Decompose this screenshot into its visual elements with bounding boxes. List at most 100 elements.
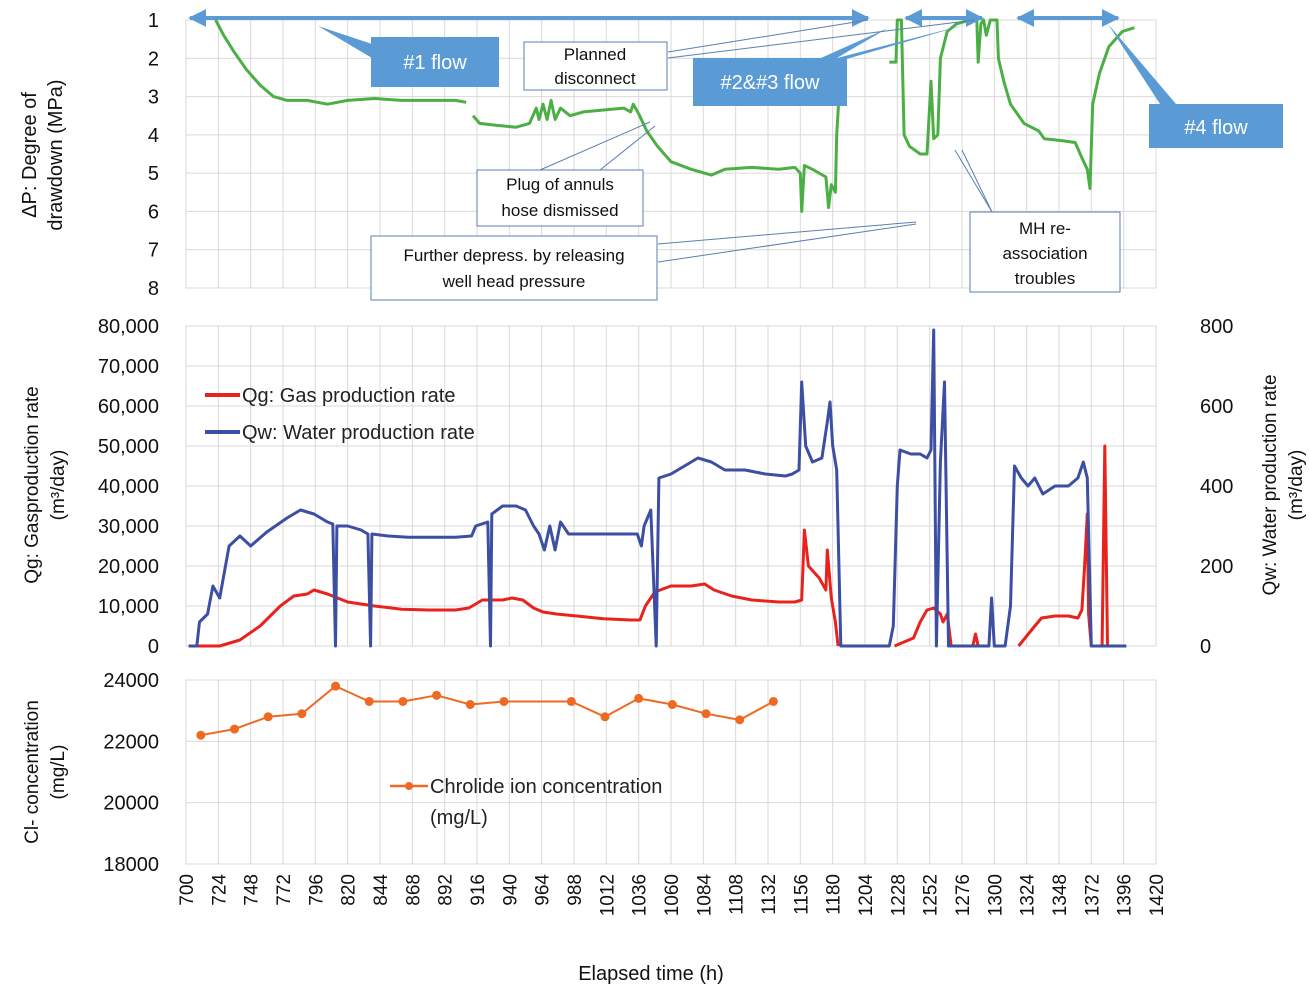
drawdown-panel: 1 2 3 4 5 6 7 8 ΔP: Degree of drawdown (MPa) #1… bbox=[19, 9, 1283, 301]
plug-annuls-text-2: hose dismissed bbox=[501, 201, 618, 220]
data-point bbox=[230, 724, 239, 734]
flow23-callout-pointer bbox=[812, 28, 888, 62]
y-tick-label: 8 bbox=[148, 278, 159, 300]
flow1-callout-label: #1 flow bbox=[403, 52, 467, 74]
mh-reassociation-note bbox=[969, 211, 1121, 293]
y-tick-label-right: 0 bbox=[1200, 636, 1211, 658]
drawdown-y-label: ΔP: Degree of bbox=[19, 92, 41, 218]
x-tick-label: 748 bbox=[242, 874, 263, 906]
y-tick-label: 80,000 bbox=[98, 316, 159, 338]
x-tick-label: 1084 bbox=[694, 874, 715, 917]
chloride-grid bbox=[185, 679, 1157, 865]
data-point bbox=[432, 690, 442, 700]
x-tick-label: 700 bbox=[177, 874, 198, 906]
drawdown-series bbox=[214, 18, 1135, 213]
data-point bbox=[499, 696, 509, 706]
planned-disconnect-text-2: disconnect bbox=[554, 69, 636, 88]
y-tick-label: 0 bbox=[148, 636, 159, 658]
production-y-ticks-left: 0 10,000 20,000 30,000 40,000 50,000 60,000 70,… bbox=[98, 316, 159, 658]
x-axis-label: Elapsed time (h) bbox=[578, 963, 724, 985]
x-tick-label: 1276 bbox=[953, 874, 974, 916]
plot-frame bbox=[185, 325, 1157, 647]
drawdown-y-ticks: 1 2 3 4 5 6 7 8 bbox=[148, 10, 159, 300]
plug-note-pointer bbox=[539, 121, 651, 171]
flow1-callout bbox=[371, 37, 499, 87]
y-tick-label: 20000 bbox=[103, 793, 159, 815]
series-line bbox=[971, 632, 980, 647]
series-line bbox=[1017, 444, 1109, 648]
production-series bbox=[188, 328, 1127, 648]
x-axis-ticks: 700 724 748 772 796 820 844 868 892 916 940 964 988 1… bbox=[177, 874, 1168, 917]
y-tick-label: 22000 bbox=[103, 731, 159, 753]
x-tick-label: 1156 bbox=[791, 874, 812, 915]
x-tick-label: 1324 bbox=[1018, 874, 1039, 917]
x-tick-label: 964 bbox=[533, 874, 554, 906]
further-depress-note bbox=[370, 235, 658, 301]
data-point bbox=[667, 700, 677, 710]
x-tick-label: 820 bbox=[339, 874, 360, 906]
mh-note-pointer bbox=[961, 149, 993, 213]
legend-cl-label-2: (mg/L) bbox=[430, 807, 488, 829]
legend-cl-label: Chrolide ion concentration bbox=[430, 776, 662, 798]
x-tick-label: 1012 bbox=[597, 874, 618, 916]
x-tick-label: 1180 bbox=[824, 874, 845, 915]
x-tick-label: 1300 bbox=[985, 874, 1006, 916]
data-point bbox=[566, 696, 576, 706]
data-point bbox=[735, 715, 745, 725]
further-depress-pointer bbox=[657, 221, 917, 245]
series-line bbox=[894, 606, 953, 648]
further-depress-text-2: well head pressure bbox=[442, 272, 586, 291]
planned-disconnect-text: Planned bbox=[564, 45, 626, 64]
data-point bbox=[364, 696, 374, 706]
flow4-callout bbox=[1149, 104, 1283, 148]
legend-cl-marker bbox=[405, 782, 413, 790]
x-tick-label: 1204 bbox=[856, 874, 877, 917]
mh-reassociation-text-3: troubles bbox=[1015, 269, 1075, 288]
legend-qg-label: Qg: Gas production rate bbox=[242, 385, 455, 407]
y-tick-label: 3 bbox=[148, 87, 159, 109]
plug-annuls-text: Plug of annuls bbox=[506, 175, 614, 194]
y-tick-label: 1 bbox=[148, 10, 159, 32]
y-tick-label: 5 bbox=[148, 163, 159, 185]
y-tick-label: 10,000 bbox=[98, 596, 159, 618]
mh-reassociation-text-2: association bbox=[1002, 244, 1087, 263]
series-line bbox=[889, 18, 1135, 190]
x-tick-label: 1060 bbox=[662, 874, 683, 916]
x-tick-label: 1372 bbox=[1082, 874, 1103, 916]
y-tick-label: 70,000 bbox=[98, 356, 159, 378]
further-depress-text: Further depress. by releasing bbox=[403, 246, 624, 265]
chloride-y-label-unit: (mg/L) bbox=[48, 745, 69, 800]
data-point bbox=[701, 709, 711, 719]
plug-annuls-note bbox=[476, 169, 644, 227]
data-point bbox=[297, 709, 307, 719]
series-line bbox=[188, 328, 1127, 648]
data-point bbox=[600, 712, 610, 722]
series-line bbox=[200, 685, 774, 737]
data-point bbox=[196, 730, 206, 740]
x-tick-label: 892 bbox=[436, 874, 457, 906]
series-line bbox=[188, 528, 840, 648]
y-tick-label: 40,000 bbox=[98, 476, 159, 498]
series-line bbox=[214, 19, 467, 106]
y-tick-label: 7 bbox=[148, 240, 159, 262]
planned-disconnect-pointer bbox=[667, 19, 869, 53]
chloride-y-ticks: 18000 20000 22000 24000 bbox=[103, 670, 159, 876]
y-tick-label: 20,000 bbox=[98, 556, 159, 578]
plot-frame bbox=[185, 679, 1157, 865]
flow4-callout-label: #4 flow bbox=[1184, 117, 1248, 139]
series-line bbox=[471, 65, 843, 213]
x-tick-label: 772 bbox=[274, 874, 295, 906]
gas-rate-y-label-unit: (m³/day) bbox=[48, 450, 69, 521]
mh-reassociation-text: MH re- bbox=[1019, 219, 1071, 238]
x-tick-label: 1252 bbox=[921, 874, 942, 916]
chloride-panel: 18000 20000 22000 24000 Cl- concentration (… bbox=[22, 670, 1157, 876]
flow4-callout-pointer bbox=[1108, 24, 1176, 104]
water-rate-y-label-unit: (m³/day) bbox=[1286, 450, 1307, 521]
y-tick-label-right: 400 bbox=[1200, 476, 1233, 498]
flow23-callout bbox=[693, 58, 847, 106]
flow1-callout-pointer bbox=[318, 26, 372, 58]
further-depress-pointer-2 bbox=[657, 223, 917, 263]
production-y-ticks-right: 0 200 400 600 800 bbox=[1200, 316, 1233, 658]
gas-rate-y-label: Qg: Gasproduction rate bbox=[22, 386, 43, 584]
x-tick-label: 724 bbox=[209, 874, 230, 906]
